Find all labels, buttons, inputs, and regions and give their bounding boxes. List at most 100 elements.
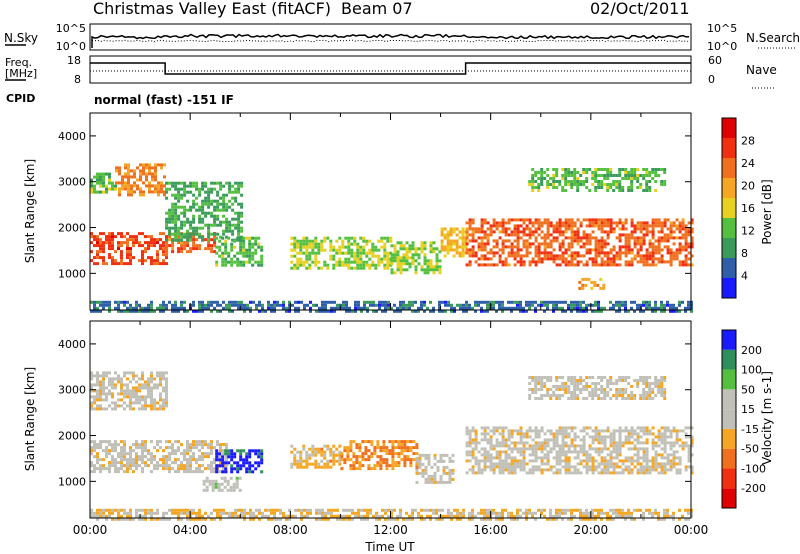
scatter-region-10 [528,168,667,192]
velocity-colorbar: -200 -100 -50 -15 15 50 100 200 [721,329,766,509]
colorbar-tick-label: 4 [741,270,748,283]
scatter-region-0 [90,440,228,474]
date-title: 02/Oct/2011 [590,0,690,18]
colorbar-tick-label: 8 [741,247,748,260]
scatter-region-6 [415,453,455,484]
nave-right-tick-bottom: 0 [708,73,715,86]
colorbar-swatch [722,330,736,350]
colorbar-swatch [722,118,736,138]
ytick-label: 1000 [58,267,86,280]
power-ylabel: Slant Range [km] [23,159,37,263]
colorbar-swatch [722,258,736,278]
noise-left-label: N.Sky [4,31,38,45]
scatter-region-11 [578,277,606,290]
noise-right-tick-top: 10^5 [707,22,737,35]
colorbar-swatch [722,238,736,258]
xtick-label: 16:00 [473,523,508,537]
xtick-label: 00:00 [73,523,108,537]
noise-search-line [91,39,690,43]
frequency-panel: Freq. [MHz] 18 8 60 0 Nave [5,54,777,89]
ytick-label: 2000 [58,222,86,235]
cpid-value: normal (fast) -151 IF [94,93,234,107]
colorbar-tick-label: 12 [741,225,755,238]
colorbar-tick-label: 20 [741,180,755,193]
scatter-region-4 [165,181,244,242]
colorbar-swatch [722,158,736,178]
nave-label: Nave [746,63,777,77]
scatter-region-1 [115,163,166,197]
xtick-label: 04:00 [173,523,208,537]
colorbar-swatch [722,138,736,158]
colorbar-tick-label: 15 [741,403,755,416]
colorbar-swatch [722,349,736,370]
beam-title: Beam 07 [341,0,413,18]
power-colorbar: 4 8 12 16 20 24 28 [721,117,755,299]
noise-right-label: N.Search [746,31,800,45]
xtick-label: 00:00 [674,523,709,537]
colorbar-tick-label: -50 [741,443,759,456]
colorbar-swatch [722,428,736,449]
freq-label-2: [MHz] [5,67,37,80]
colorbar-tick-label: 100 [741,364,762,377]
scatter-region-7 [465,426,694,475]
velocity-data [90,371,694,521]
colorbar-swatch [722,409,736,429]
velocity-panel: 1000 2000 3000 4000 00:00 04:00 08:00 12:00 16:… [23,320,709,554]
scatter-region-7 [390,241,442,275]
scatter-region-5 [340,440,419,471]
noise-left-tick-bottom: 10^0 [56,40,86,53]
scatter-region-4 [290,444,342,469]
freq-left-tick-bottom: 8 [74,73,81,86]
colorbar-swatch [722,488,736,508]
colorbar-swatch [722,389,736,410]
nave-right-tick-top: 60 [708,54,722,67]
scatter-region-5 [215,236,264,267]
scatter-region-2 [90,172,117,194]
scatter-region-6 [290,236,393,270]
power-data [90,163,694,313]
scatter-region-12 [90,300,693,313]
colorbar-tick-label: 28 [741,135,755,148]
scatter-region-2 [215,449,264,474]
xtick-label: 08:00 [273,523,308,537]
x-axis-label: Time UT [364,540,415,554]
ytick-label: 3000 [58,384,86,397]
freq-left-tick-top: 18 [67,54,81,67]
ytick-label: 3000 [58,176,86,189]
velocity-ylabel: Slant Range [km] [23,367,37,471]
noise-right-tick-bottom: 10^0 [707,40,737,53]
xtick-label: 12:00 [373,523,408,537]
colorbar-tick-label: 200 [741,344,762,357]
scatter-region-3 [202,476,242,492]
colorbar-swatch [722,448,736,469]
colorbar-swatch [722,369,736,390]
colorbar-swatch [722,278,736,298]
scatter-region-0 [90,232,168,266]
colorbar-swatch [722,178,736,198]
scatter-region-9 [90,508,693,521]
noise-sky-line [91,33,690,48]
ytick-label: 1000 [58,475,86,488]
xtick-label: 20:00 [574,523,609,537]
power-colorbar-label: Power [dB] [760,179,774,244]
colorbar-tick-label: -100 [741,462,766,475]
scatter-region-8 [528,376,667,400]
noise-panel: N.Sky 10^5 10^0 10^5 10^0 N.Search [4,22,800,53]
cpid-label: CPID [6,92,35,105]
ytick-label: 2000 [58,430,86,443]
scatter-region-9 [465,218,694,267]
velocity-colorbar-label: Velocity [m s-1] [760,371,774,465]
freq-label-1: Freq. [5,56,32,69]
scatter-region-1 [90,371,168,411]
colorbar-tick-label: 24 [741,157,755,170]
colorbar-tick-label: 16 [741,202,755,215]
colorbar-swatch [722,198,736,218]
ytick-label: 4000 [58,338,86,351]
colorbar-tick-label: 50 [741,383,755,396]
colorbar-tick-label: -15 [741,423,759,436]
noise-left-tick-top: 10^5 [56,22,86,35]
colorbar-swatch [722,218,736,238]
colorbar-tick-label: -200 [741,482,766,495]
frequency-line [90,62,691,75]
